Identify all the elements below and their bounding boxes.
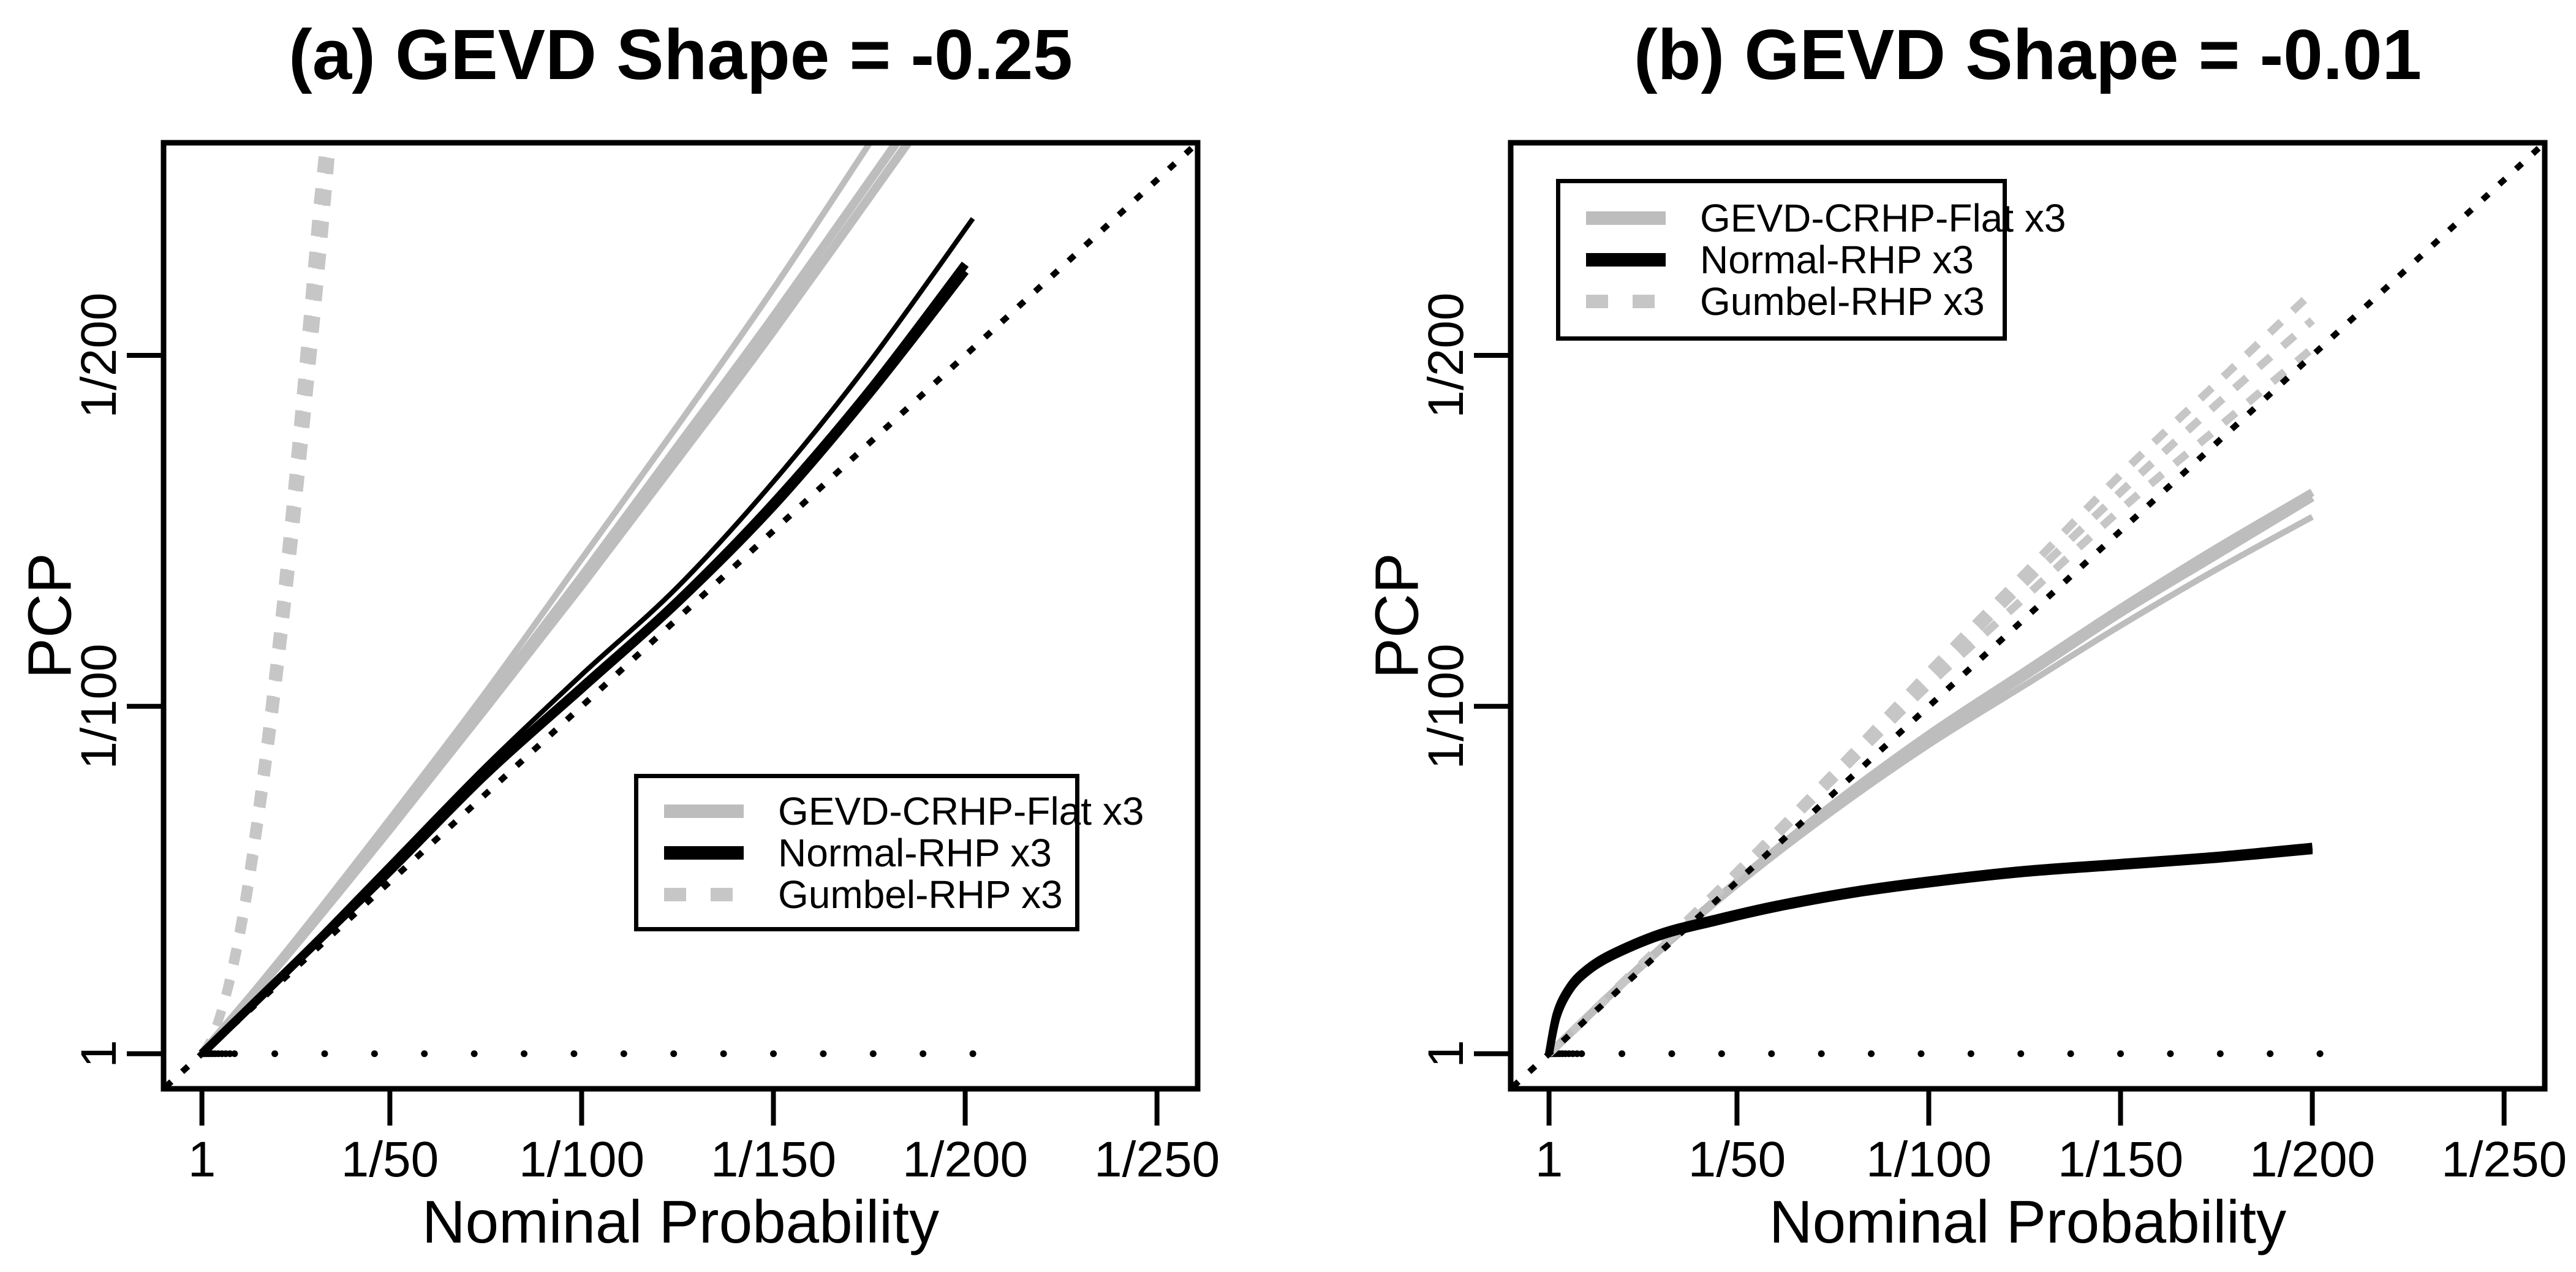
legend-line-sample-solid xyxy=(1586,211,1666,225)
x-tick-label: 1/150 xyxy=(710,1132,837,1187)
data-point xyxy=(2216,1050,2224,1058)
data-point xyxy=(869,1050,877,1058)
legend-entry-label: Gumbel-RHP x3 xyxy=(778,872,1063,917)
series-baseline-dots xyxy=(1546,1050,2324,1058)
x-tick-label: 1/100 xyxy=(1865,1132,1992,1187)
x-tick-label: 1/250 xyxy=(1094,1132,1220,1187)
data-point xyxy=(720,1050,727,1058)
data-point xyxy=(2067,1050,2074,1058)
legend-entry: GEVD-CRHP-Flat x3 xyxy=(664,789,1144,833)
x-tick-label: 1 xyxy=(1535,1132,1563,1187)
legend-entry-label: GEVD-CRHP-Flat x3 xyxy=(1700,196,2066,240)
x-tick-label: 1/200 xyxy=(902,1132,1029,1187)
x-tick-label: 1/50 xyxy=(1688,1132,1786,1187)
y-tick-label: 1 xyxy=(71,1039,127,1068)
y-tick-label: 1/200 xyxy=(1418,292,1474,418)
series-GEVD-CRHP-Flat-rep3 xyxy=(198,143,913,1057)
panel-a-legend: GEVD-CRHP-Flat x3 Normal-RHP x3 Gumbel-RHP… xyxy=(634,774,1144,931)
data-point xyxy=(470,1050,478,1058)
panel-a-x-axis-label: Nominal Probability xyxy=(421,1188,940,1255)
data-point xyxy=(1718,1050,1725,1058)
y-tick-label: 1/200 xyxy=(71,292,127,418)
data-point xyxy=(231,1050,238,1058)
legend-entry-label: Gumbel-RHP x3 xyxy=(1700,279,1985,324)
data-point xyxy=(226,1050,233,1058)
data-point xyxy=(1578,1050,1585,1058)
data-point xyxy=(421,1050,428,1058)
series-GEVD-CRHP-Flat-rep1 xyxy=(1546,488,2314,1057)
data-point xyxy=(620,1050,627,1058)
y-tick-label: 1/100 xyxy=(71,643,127,770)
data-point xyxy=(1573,1050,1581,1058)
legend-entry: GEVD-CRHP-Flat x3 xyxy=(1586,196,2066,240)
panel-b-legend: GEVD-CRHP-Flat x3 Normal-RHP x3 Gumbel-RHP… xyxy=(1556,179,2066,341)
data-point xyxy=(920,1050,927,1058)
data-point xyxy=(1818,1050,1825,1058)
x-tick-label: 1/250 xyxy=(2441,1132,2567,1187)
series-Gumbel-RHP-rep2 xyxy=(198,143,332,1056)
panel-a-series xyxy=(164,143,1198,1089)
panel-b-plot-box xyxy=(1508,140,2548,1092)
data-point xyxy=(1768,1050,1775,1058)
data-point xyxy=(1618,1050,1626,1058)
x-tick-label: 1 xyxy=(187,1132,216,1187)
data-point xyxy=(2267,1050,2274,1058)
data-point xyxy=(670,1050,678,1058)
legend-line-sample-solid xyxy=(1586,253,1666,267)
data-point xyxy=(2117,1050,2125,1058)
panel-b-series xyxy=(1511,143,2545,1089)
data-point xyxy=(1868,1050,1875,1058)
data-point xyxy=(1917,1050,1925,1058)
x-tick-label: 1/100 xyxy=(518,1132,645,1187)
data-point xyxy=(2017,1050,2025,1058)
data-point xyxy=(521,1050,528,1058)
legend-entry: Gumbel-RHP x3 xyxy=(664,872,1075,917)
data-point xyxy=(321,1050,328,1058)
legend-entry-label: Normal-RHP x3 xyxy=(778,830,1052,875)
legend-line-sample-dashed xyxy=(664,887,744,901)
data-point xyxy=(2316,1050,2324,1058)
panel-a-title: (a) GEVD Shape = -0.25 xyxy=(289,15,1073,94)
panel-b-title: (b) GEVD Shape = -0.01 xyxy=(1633,15,2422,94)
x-tick-label: 1/200 xyxy=(2249,1132,2376,1187)
series-GEVD-CRHP-Flat-rep3 xyxy=(1547,514,2314,1056)
legend-entry-label: Normal-RHP x3 xyxy=(1700,238,1974,282)
data-point xyxy=(820,1050,827,1058)
series-Gumbel-RHP-rep1 xyxy=(198,143,328,1056)
data-point xyxy=(570,1050,578,1058)
legend-entry-label: GEVD-CRHP-Flat x3 xyxy=(778,789,1144,833)
legend-line-sample-dashed xyxy=(1586,295,1666,308)
data-point xyxy=(1668,1050,1675,1058)
series-Normal-RHP-rep3 xyxy=(1545,842,2313,1054)
legend-entry: Normal-RHP x3 xyxy=(1586,238,2003,282)
series-Normal-RHP-rep2 xyxy=(198,261,969,1057)
x-tick-label: 1/50 xyxy=(341,1132,439,1187)
panel-a-plot-box xyxy=(161,140,1201,1092)
series-identity-1to1-line xyxy=(164,143,1198,1089)
data-point xyxy=(371,1050,378,1058)
series-Normal-RHP-rep3 xyxy=(198,268,969,1057)
legend-entry: Normal-RHP x3 xyxy=(664,830,1075,875)
y-tick-label: 1 xyxy=(1418,1039,1474,1068)
x-tick-label: 1/150 xyxy=(2057,1132,2184,1187)
data-point xyxy=(2167,1050,2174,1058)
series-Gumbel-RHP-rep3 xyxy=(1546,345,2315,1057)
legend-entry: Gumbel-RHP x3 xyxy=(1586,279,2003,324)
data-point xyxy=(1967,1050,1974,1058)
legend-line-sample-solid xyxy=(664,804,744,818)
series-baseline-dots xyxy=(198,1050,976,1058)
series-Gumbel-RHP-rep3 xyxy=(198,143,336,1056)
data-point xyxy=(969,1050,976,1058)
panel-b-x-axis-label: Nominal Probability xyxy=(1769,1188,2287,1255)
y-tick-label: 1/100 xyxy=(1418,643,1474,770)
data-point xyxy=(770,1050,777,1058)
legend-line-sample-solid xyxy=(664,846,744,860)
data-point xyxy=(271,1050,279,1058)
